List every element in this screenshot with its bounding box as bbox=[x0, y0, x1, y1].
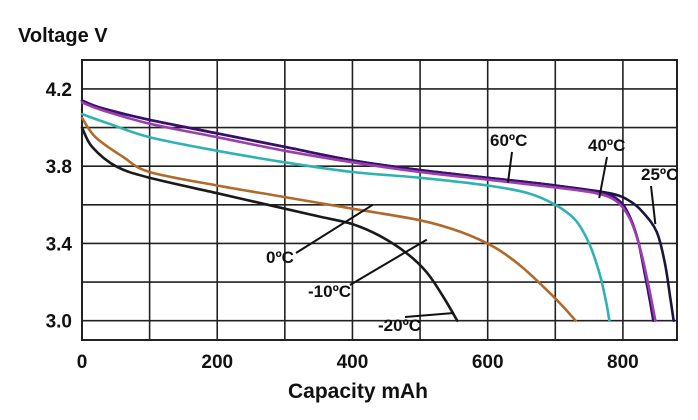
x-tick-labels: 0 200 400 600 800 bbox=[77, 352, 639, 373]
series-lines bbox=[80, 99, 675, 322]
plot-frame bbox=[81, 59, 678, 341]
y-tick-labels: 3.0 3.4 3.8 4.2 bbox=[46, 80, 73, 333]
y-tick-label: 3.0 bbox=[46, 312, 72, 333]
annotations: 60ºC 40ºC 25ºC 0ºC -10ºC -20ºC bbox=[266, 131, 678, 335]
x-tick-label: 800 bbox=[607, 352, 639, 373]
series-line-0c bbox=[80, 112, 611, 322]
annotation-label: -10ºC bbox=[308, 282, 351, 301]
annotation-label: -20ºC bbox=[378, 316, 421, 335]
annotation-leader-line bbox=[650, 185, 657, 225]
series-line-minus-20c bbox=[80, 126, 459, 322]
x-axis-label: Capacity mAh bbox=[288, 380, 428, 403]
y-tick-label: 3.8 bbox=[46, 157, 72, 178]
y-axis-label: Voltage V bbox=[18, 25, 108, 47]
y-tick-label: 3.4 bbox=[46, 234, 73, 255]
annotation-leader-line bbox=[404, 311, 454, 318]
annotation-leader-line bbox=[506, 151, 513, 183]
annotation-leader-line bbox=[598, 156, 608, 199]
x-tick-label: 400 bbox=[337, 352, 369, 373]
x-tick-label: 200 bbox=[201, 352, 233, 373]
annotation-label: 60ºC bbox=[490, 131, 527, 150]
annotation-leader-line bbox=[295, 203, 374, 254]
annotation-leader-line bbox=[349, 238, 428, 286]
grid bbox=[81, 59, 678, 341]
annotation-label: 25ºC bbox=[641, 165, 678, 184]
y-tick-label: 4.2 bbox=[46, 80, 72, 101]
annotation-label: 40ºC bbox=[588, 136, 625, 155]
x-tick-label: 0 bbox=[77, 352, 88, 373]
series-line-60c bbox=[80, 101, 657, 322]
series-line-25c bbox=[80, 99, 675, 322]
x-tick-label: 600 bbox=[472, 352, 504, 373]
series-line-minus-10c bbox=[80, 116, 577, 322]
annotation-label: 0ºC bbox=[266, 248, 294, 267]
